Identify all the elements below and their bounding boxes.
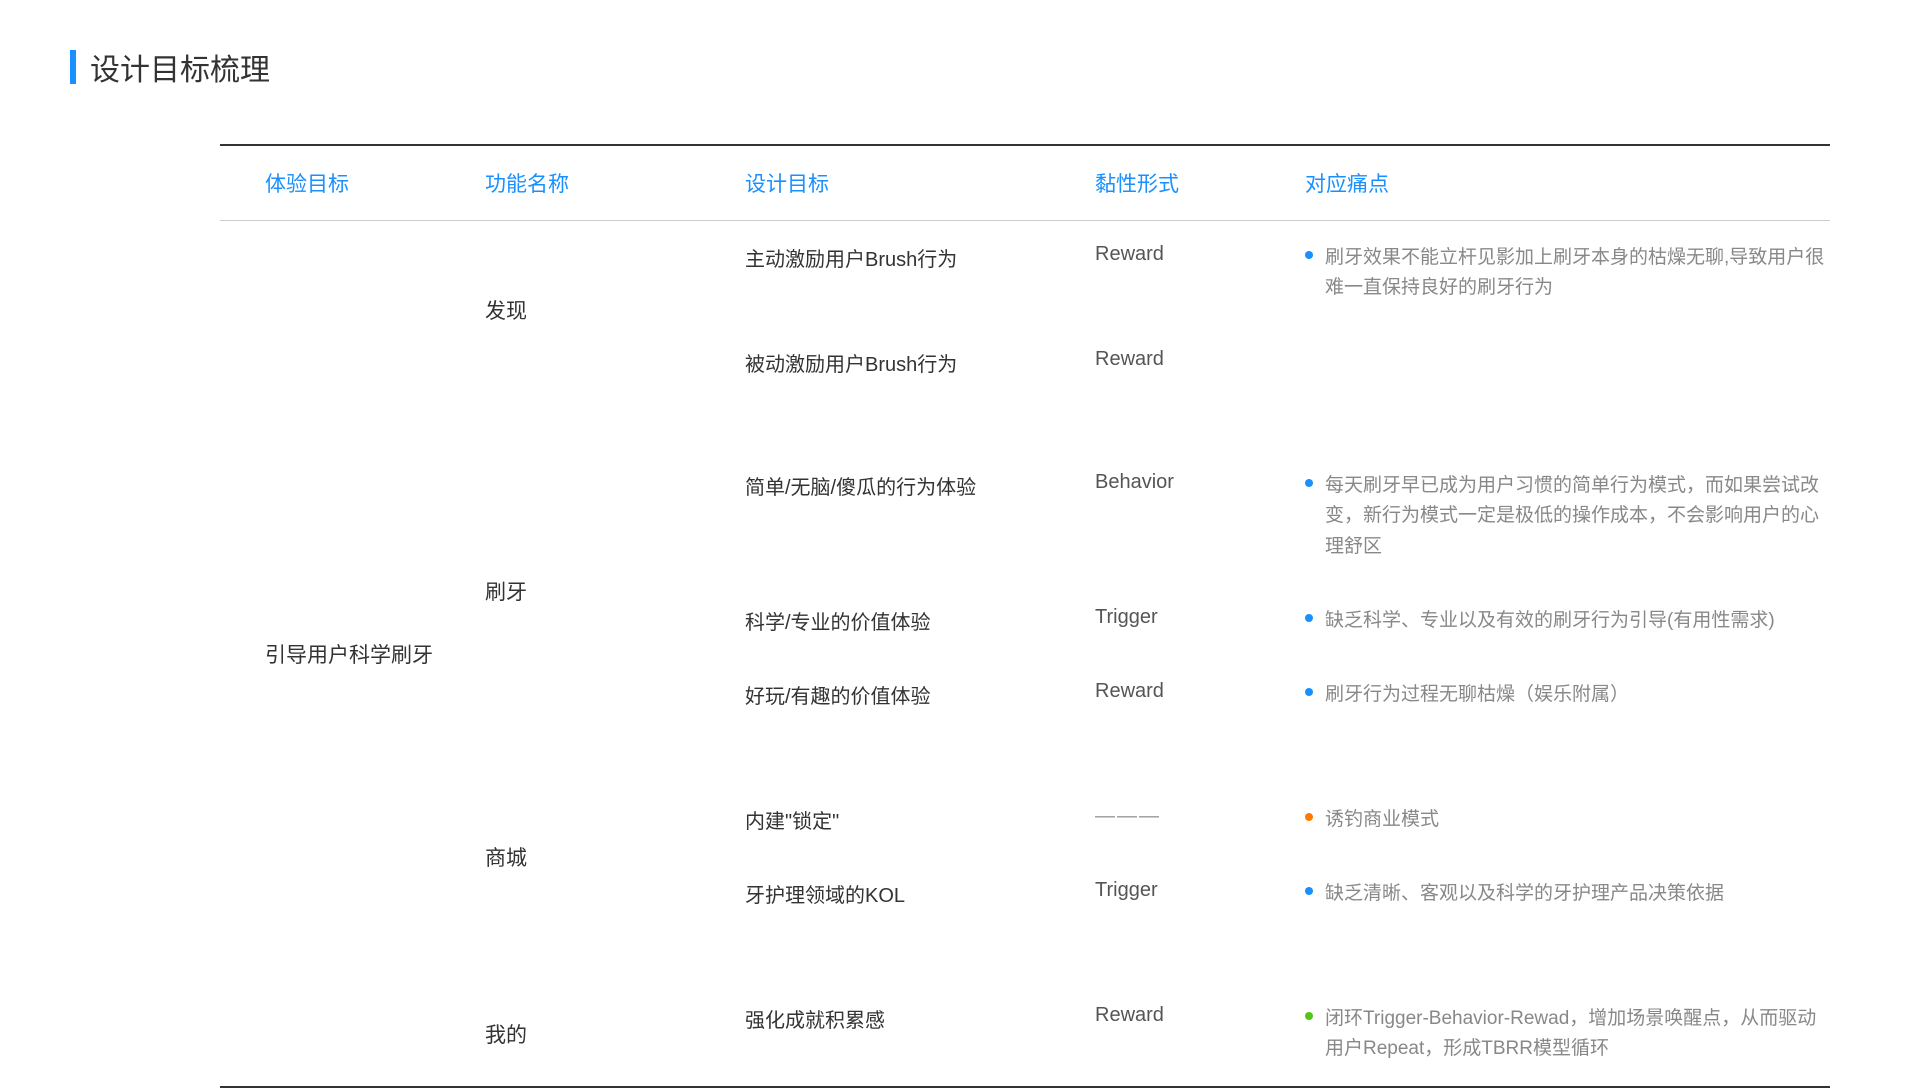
design-goals-table: 体验目标 功能名称 设计目标 黏性形式 对应痛点 引导用户科学刷牙 发现主动激励… [220,144,1830,1088]
bullet-icon [1305,813,1313,821]
pain-point-text: 每天刷牙早已成为用户习惯的简单行为模式，而如果尝试改变，新行为模式一定是极低的操… [1325,471,1830,562]
detail-rows: 内建"锁定"——— 诱钓商业模式牙护理领域的KOLTrigger 缺乏清晰、客观以及… [745,783,1830,932]
design-goal-cell: 主动激励用户Brush行为 [745,243,1095,304]
detail-row: 好玩/有趣的价值体验Reward 刷牙行为过程无聊枯燥（娱乐附属） [745,658,1830,732]
pain-point-text: 刷牙效果不能立杆见影加上刷牙本身的枯燥无聊,导致用户很难一直保持良好的刷牙行为 [1325,243,1830,304]
main-content-row: 引导用户科学刷牙 发现主动激励用户Brush行为Reward刷牙效果不能立杆见影… [220,221,1830,1086]
group-spacer [485,932,1830,982]
experience-goal-cell: 引导用户科学刷牙 [265,221,485,1086]
detail-row: 内建"锁定"——— 诱钓商业模式 [745,783,1830,857]
pain-point-cell: 每天刷牙早已成为用户习惯的简单行为模式，而如果尝试改变，新行为模式一定是极低的操… [1305,471,1830,562]
sticky-form-cell: ——— [1095,805,1305,835]
header-design: 设计目标 [745,168,1095,198]
feature-groups-container: 发现主动激励用户Brush行为Reward刷牙效果不能立杆见影加上刷牙本身的枯燥… [485,221,1830,1086]
page-title-container: 设计目标梳理 [70,45,1850,89]
bullet-icon [1305,479,1313,487]
sticky-form-cell: Reward [1095,348,1305,377]
feature-group: 发现主动激励用户Brush行为Reward刷牙效果不能立杆见影加上刷牙本身的枯燥… [485,221,1830,399]
pain-point-text: 刷牙行为过程无聊枯燥（娱乐附属） [1325,680,1629,710]
feature-group: 我的强化成就积累感Reward 闭环Trigger-Behavior-Rewad，… [485,982,1830,1087]
pain-point-cell: 缺乏科学、专业以及有效的刷牙行为引导(有用性需求) [1305,606,1830,636]
pain-point-cell: 诱钓商业模式 [1305,805,1830,835]
feature-group: 刷牙简单/无脑/傻瓜的行为体验Behavior每天刷牙早已成为用户习惯的简单行为… [485,449,1830,733]
sticky-form-cell: Reward [1095,680,1305,710]
feature-name-cell: 我的 [485,982,745,1087]
detail-rows: 简单/无脑/傻瓜的行为体验Behavior每天刷牙早已成为用户习惯的简单行为模式… [745,449,1830,733]
detail-row: 简单/无脑/傻瓜的行为体验Behavior每天刷牙早已成为用户习惯的简单行为模式… [745,449,1830,584]
sticky-form-cell: Reward [1095,243,1305,304]
feature-name-cell: 发现 [485,221,745,399]
bullet-icon [1305,614,1313,622]
table-body: 引导用户科学刷牙 发现主动激励用户Brush行为Reward刷牙效果不能立杆见影… [220,221,1830,1088]
pain-point-text: 缺乏清晰、客观以及科学的牙护理产品决策依据 [1325,879,1724,909]
design-goal-cell: 科学/专业的价值体验 [745,606,1095,636]
design-goal-cell: 牙护理领域的KOL [745,879,1095,909]
feature-name-cell: 刷牙 [485,449,745,733]
design-goal-cell: 简单/无脑/傻瓜的行为体验 [745,471,1095,562]
pain-point-cell [1305,348,1830,377]
detail-row: 牙护理领域的KOLTrigger 缺乏清晰、客观以及科学的牙护理产品决策依据 [745,857,1830,931]
detail-rows: 主动激励用户Brush行为Reward刷牙效果不能立杆见影加上刷牙本身的枯燥无聊… [745,221,1830,399]
pain-point-cell: 闭环Trigger-Behavior-Rewad，增加场景唤醒点，从而驱动用户R… [1305,1004,1830,1065]
pain-point-cell: 缺乏清晰、客观以及科学的牙护理产品决策依据 [1305,879,1830,909]
design-goal-cell: 被动激励用户Brush行为 [745,348,1095,377]
group-spacer [485,733,1830,783]
header-pain: 对应痛点 [1305,168,1830,198]
design-goal-cell: 内建"锁定" [745,805,1095,835]
sticky-form-cell: Behavior [1095,471,1305,562]
detail-row: 主动激励用户Brush行为Reward 刷牙效果不能立杆见影加上刷牙本身的枯燥无聊… [745,221,1830,326]
design-goal-cell: 好玩/有趣的价值体验 [745,680,1095,710]
header-feature: 功能名称 [485,168,745,198]
detail-row: 强化成就积累感Reward 闭环Trigger-Behavior-Rewad，增加… [745,982,1830,1087]
pain-point-text: 缺乏科学、专业以及有效的刷牙行为引导(有用性需求) [1325,606,1775,636]
header-experience: 体验目标 [265,168,485,198]
pain-point-cell: 刷牙行为过程无聊枯燥（娱乐附属） [1305,680,1830,710]
title-accent-bar [70,50,76,84]
pain-point-cell: 刷牙效果不能立杆见影加上刷牙本身的枯燥无聊,导致用户很难一直保持良好的刷牙行为 [1305,243,1830,304]
group-spacer [485,399,1830,449]
design-goal-cell: 强化成就积累感 [745,1004,1095,1065]
detail-row: 被动激励用户Brush行为Reward [745,326,1830,399]
table-header-row: 体验目标 功能名称 设计目标 黏性形式 对应痛点 [220,144,1830,221]
bullet-icon [1305,688,1313,696]
bullet-icon [1305,1012,1313,1020]
feature-group: 商城内建"锁定"——— 诱钓商业模式牙护理领域的KOLTrigger 缺乏清晰、客观… [485,783,1830,932]
sticky-form-cell: Trigger [1095,606,1305,636]
detail-rows: 强化成就积累感Reward 闭环Trigger-Behavior-Rewad，增加… [745,982,1830,1087]
bullet-icon [1305,251,1313,259]
page-title: 设计目标梳理 [90,45,270,89]
header-sticky: 黏性形式 [1095,168,1305,198]
detail-row: 科学/专业的价值体验Trigger 缺乏科学、专业以及有效的刷牙行为引导(有用性需… [745,584,1830,658]
feature-name-cell: 商城 [485,783,745,932]
pain-point-text: 闭环Trigger-Behavior-Rewad，增加场景唤醒点，从而驱动用户R… [1325,1004,1830,1065]
pain-point-text: 诱钓商业模式 [1325,805,1439,835]
sticky-form-cell: Trigger [1095,879,1305,909]
sticky-form-cell: Reward [1095,1004,1305,1065]
bullet-icon [1305,887,1313,895]
